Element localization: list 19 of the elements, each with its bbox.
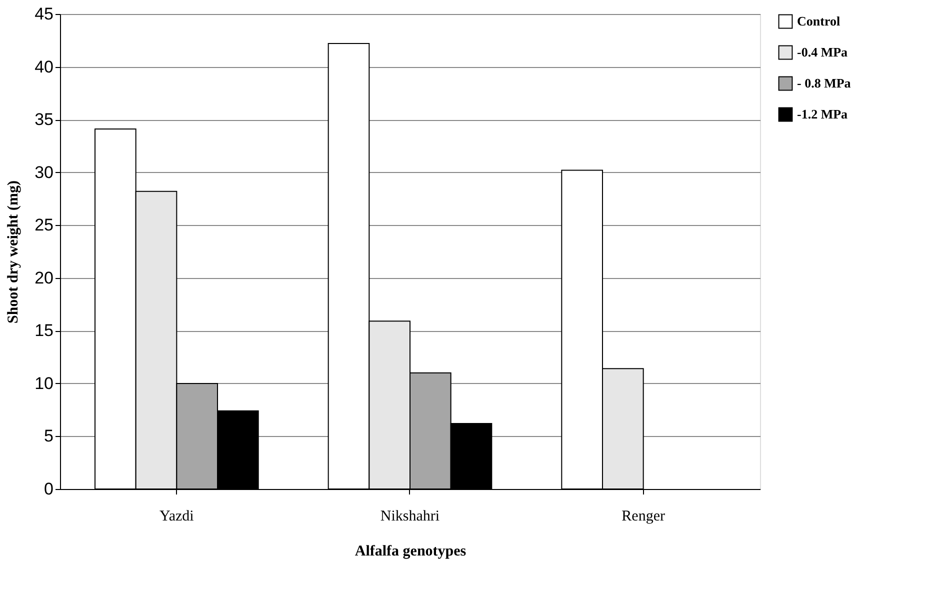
x-tick-label: Nikshahri: [380, 508, 440, 524]
legend-label: -0.4 MPa: [797, 44, 848, 60]
x-tick-label: Renger: [622, 508, 665, 524]
y-tick-label: 15: [34, 321, 54, 340]
y-tick-label: 35: [34, 110, 54, 130]
legend-label: Control: [797, 14, 840, 28]
y-tick-label: 20: [34, 268, 54, 288]
y-tick-label: 10: [34, 374, 54, 393]
y-tick-label: 30: [34, 162, 54, 182]
x-axis-title: Alfalfa genotypes: [354, 544, 466, 560]
y-tick-label: 45: [34, 4, 54, 24]
y-tick-label: 40: [34, 57, 54, 76]
y-axis-title: Shoot dry weight (mg): [6, 180, 22, 324]
legend-label: - 0.8 MPa: [797, 76, 852, 90]
y-tick-label: 25: [34, 216, 54, 235]
x-tick-label: Yazdi: [160, 508, 194, 524]
y-tick-label: 0: [44, 480, 54, 498]
y-tick-label: 5: [44, 426, 54, 446]
legend-label: -1.2 MPa: [797, 106, 848, 122]
